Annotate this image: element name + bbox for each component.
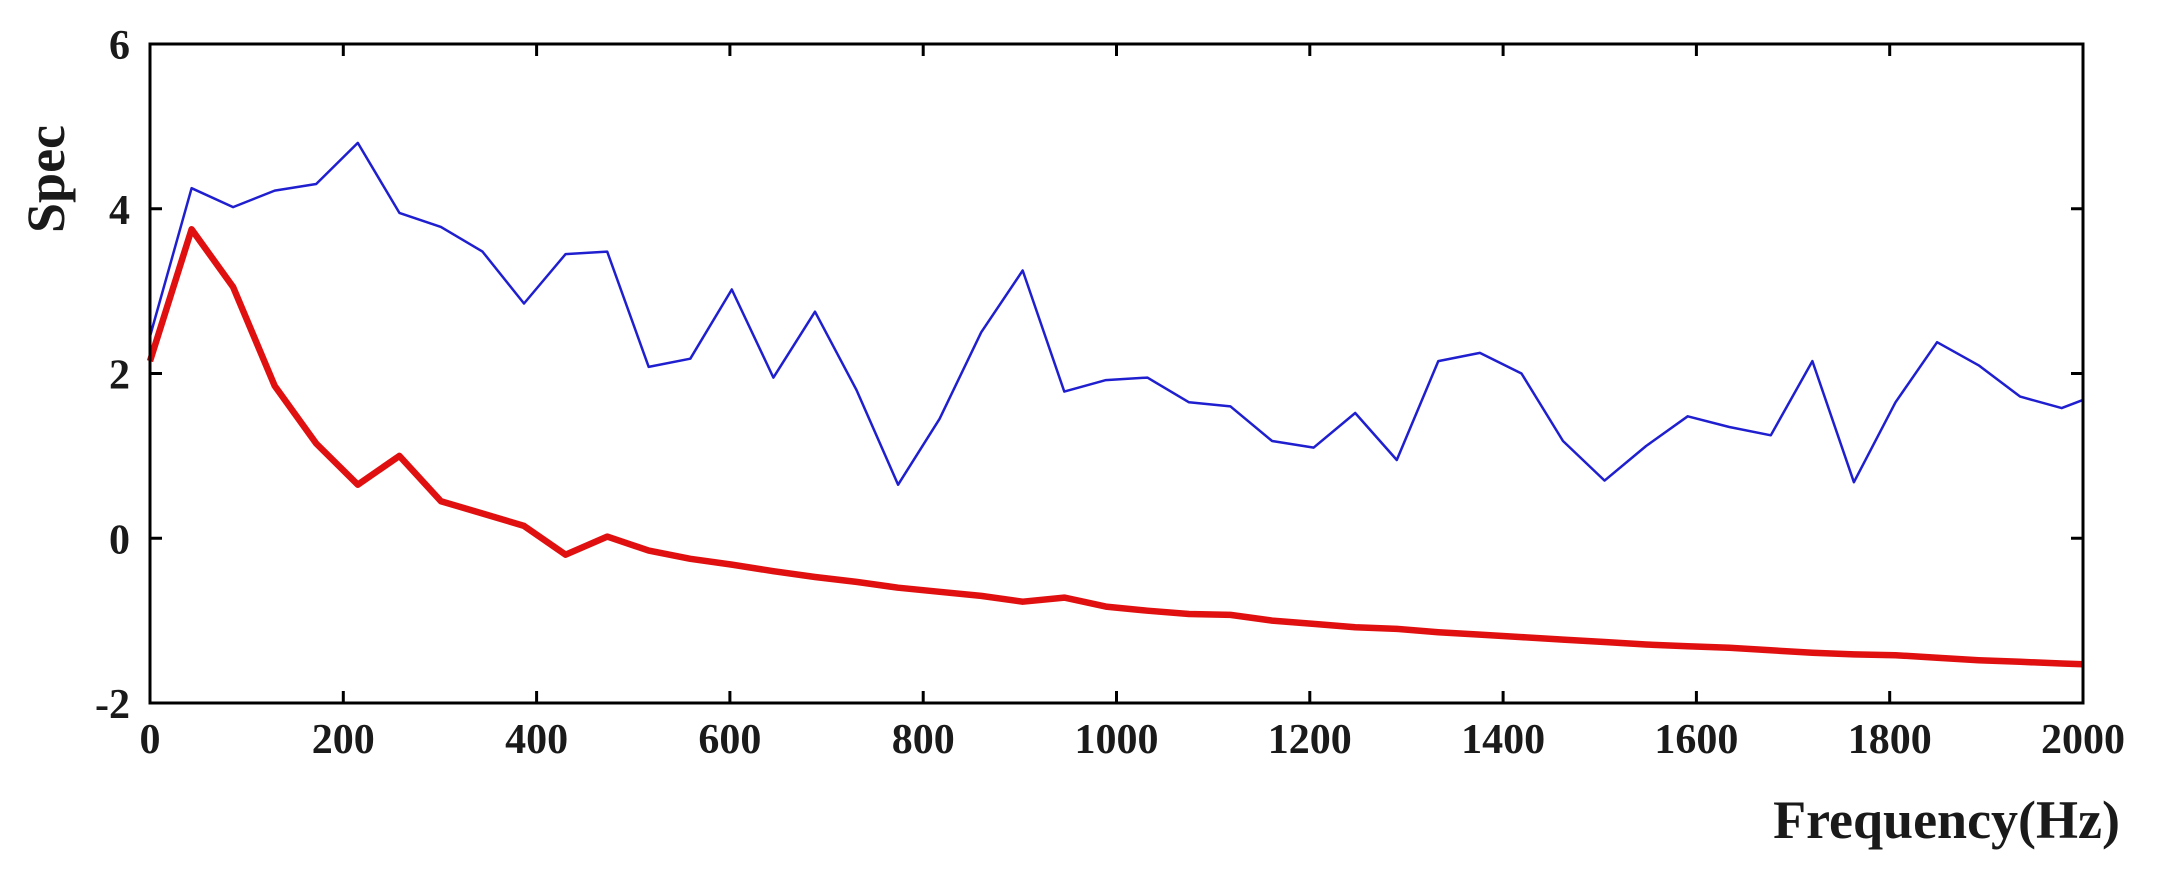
x-axis-ticks: 0 200 400 600 800 1000 1200 1400 1600 1800 2000 <box>140 44 2125 763</box>
x-tick-label: 200 <box>312 717 375 763</box>
y-tick-label: 6 <box>109 23 130 69</box>
plot-frame <box>148 42 2085 705</box>
x-tick-label: 1400 <box>1461 717 1545 763</box>
y-tick-label: 4 <box>109 188 130 234</box>
x-tick-label: 1800 <box>1848 717 1932 763</box>
series-line-2 <box>146 226 2084 668</box>
y-axis-label: Spec <box>16 125 76 233</box>
y-tick-label: 0 <box>109 517 130 563</box>
x-tick-label: 2000 <box>2041 717 2125 763</box>
x-tick-label: 0 <box>140 717 161 763</box>
x-tick-label: 1600 <box>1654 717 1738 763</box>
y-axis-ticks: -2 0 2 4 6 <box>95 23 2083 728</box>
x-tick-label: 1000 <box>1075 717 1159 763</box>
series-layer <box>146 141 2084 668</box>
series-line-1 <box>148 141 2084 486</box>
x-tick-label: 600 <box>698 717 761 763</box>
y-tick-label: 2 <box>109 353 130 399</box>
x-tick-label: 800 <box>892 717 955 763</box>
x-tick-label: 1200 <box>1268 717 1352 763</box>
y-tick-label: -2 <box>95 682 130 728</box>
x-axis-label: Frequency(Hz) <box>1773 790 2120 850</box>
x-tick-label: 400 <box>505 717 568 763</box>
